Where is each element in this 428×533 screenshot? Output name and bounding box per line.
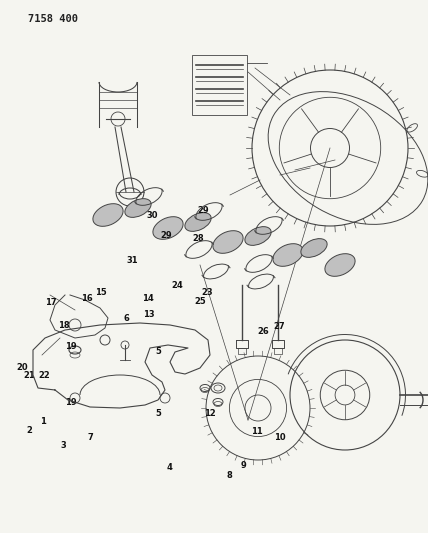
Text: 5: 5 bbox=[155, 348, 161, 356]
Text: 11: 11 bbox=[251, 427, 263, 436]
Text: 4: 4 bbox=[166, 464, 172, 472]
Text: 29: 29 bbox=[160, 231, 172, 240]
Ellipse shape bbox=[93, 204, 123, 227]
Text: 27: 27 bbox=[273, 322, 285, 330]
Text: 31: 31 bbox=[126, 256, 138, 264]
Text: 28: 28 bbox=[192, 235, 204, 243]
Text: 1: 1 bbox=[40, 417, 46, 425]
Text: 9: 9 bbox=[240, 461, 246, 470]
Ellipse shape bbox=[125, 199, 151, 217]
Text: 12: 12 bbox=[204, 409, 216, 417]
Text: 7: 7 bbox=[87, 433, 93, 441]
Text: 13: 13 bbox=[143, 310, 155, 319]
Ellipse shape bbox=[185, 213, 211, 231]
Text: 10: 10 bbox=[274, 433, 286, 441]
Text: 20: 20 bbox=[17, 364, 29, 372]
Text: 18: 18 bbox=[57, 321, 69, 329]
Text: 29: 29 bbox=[197, 206, 209, 215]
Text: 7158 400: 7158 400 bbox=[28, 14, 78, 24]
Text: 26: 26 bbox=[257, 327, 269, 336]
Text: 16: 16 bbox=[81, 294, 93, 303]
Text: 25: 25 bbox=[194, 297, 206, 305]
Bar bbox=[192, 55, 247, 115]
Text: 22: 22 bbox=[38, 372, 50, 380]
Ellipse shape bbox=[245, 227, 271, 245]
Text: 15: 15 bbox=[95, 288, 107, 296]
Text: 6: 6 bbox=[123, 314, 129, 323]
Ellipse shape bbox=[301, 239, 327, 257]
Text: 8: 8 bbox=[226, 471, 232, 480]
Ellipse shape bbox=[213, 231, 243, 253]
Text: 5: 5 bbox=[155, 409, 161, 417]
Ellipse shape bbox=[273, 244, 303, 266]
Text: 24: 24 bbox=[171, 281, 183, 289]
Ellipse shape bbox=[153, 217, 183, 239]
Ellipse shape bbox=[325, 254, 355, 276]
Text: 2: 2 bbox=[26, 426, 32, 435]
Text: 30: 30 bbox=[146, 212, 158, 220]
Text: 23: 23 bbox=[201, 288, 213, 296]
Text: 3: 3 bbox=[60, 441, 66, 450]
Text: 19: 19 bbox=[65, 399, 77, 407]
Text: 17: 17 bbox=[45, 298, 56, 307]
Text: 19: 19 bbox=[65, 342, 77, 351]
Text: 21: 21 bbox=[23, 372, 35, 380]
Text: 14: 14 bbox=[142, 294, 154, 303]
